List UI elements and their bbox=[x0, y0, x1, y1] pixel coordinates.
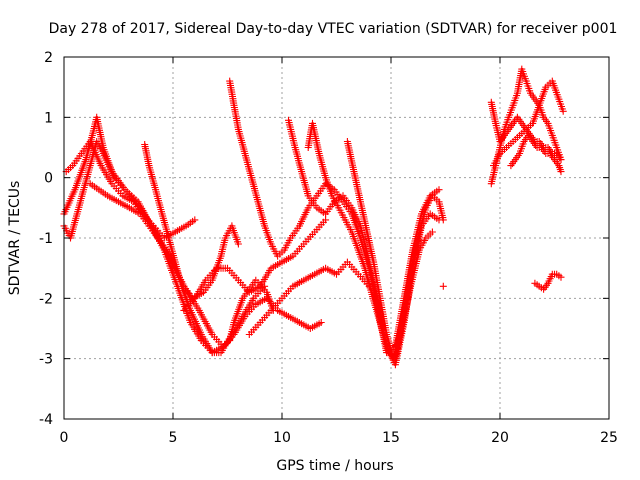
data-points bbox=[60, 65, 567, 369]
y-tick-label: 2 bbox=[44, 50, 53, 66]
chart-title: Day 278 of 2017, Sidereal Day-to-day VTE… bbox=[49, 21, 618, 37]
data-point bbox=[435, 186, 443, 194]
series-track-j bbox=[180, 216, 330, 314]
y-tick-label: 0 bbox=[44, 171, 53, 187]
x-tick-label: 20 bbox=[491, 430, 509, 446]
data-point bbox=[439, 216, 447, 224]
series-track-p bbox=[531, 270, 565, 293]
data-point bbox=[557, 168, 565, 176]
x-tick-label: 25 bbox=[600, 430, 618, 446]
series-track-i bbox=[343, 138, 447, 363]
y-axis-label: SDTVAR / TECUs bbox=[7, 181, 23, 296]
x-tick-label: 0 bbox=[60, 430, 69, 446]
y-tick-label: 1 bbox=[44, 110, 53, 126]
data-point bbox=[559, 107, 567, 115]
series-track-n bbox=[490, 77, 567, 170]
data-point bbox=[365, 282, 373, 290]
data-point bbox=[439, 282, 447, 290]
y-tick-labels: -4 -3 -2 -1 0 1 2 bbox=[39, 50, 53, 428]
x-axis-label: GPS time / hours bbox=[276, 458, 393, 474]
data-point bbox=[322, 216, 330, 224]
series-track-k bbox=[245, 258, 373, 338]
data-point bbox=[428, 228, 436, 236]
data-point bbox=[557, 156, 565, 164]
series-track-o bbox=[507, 131, 565, 176]
data-point bbox=[191, 216, 199, 224]
x-tick-label: 10 bbox=[273, 430, 291, 446]
series-outlier bbox=[439, 282, 447, 290]
axis-ticks bbox=[63, 56, 610, 420]
x-tick-label: 15 bbox=[382, 430, 400, 446]
data-point bbox=[317, 319, 325, 326]
y-tick-label: -4 bbox=[39, 412, 53, 428]
data-point bbox=[557, 273, 565, 281]
y-tick-label: -1 bbox=[39, 231, 53, 247]
series-track-e bbox=[141, 141, 325, 357]
y-tick-label: -2 bbox=[39, 291, 53, 307]
data-point bbox=[234, 240, 242, 248]
y-tick-label: -3 bbox=[39, 352, 53, 368]
x-tick-label: 5 bbox=[169, 430, 178, 446]
x-tick-labels: 0 5 10 15 20 25 bbox=[60, 430, 618, 446]
